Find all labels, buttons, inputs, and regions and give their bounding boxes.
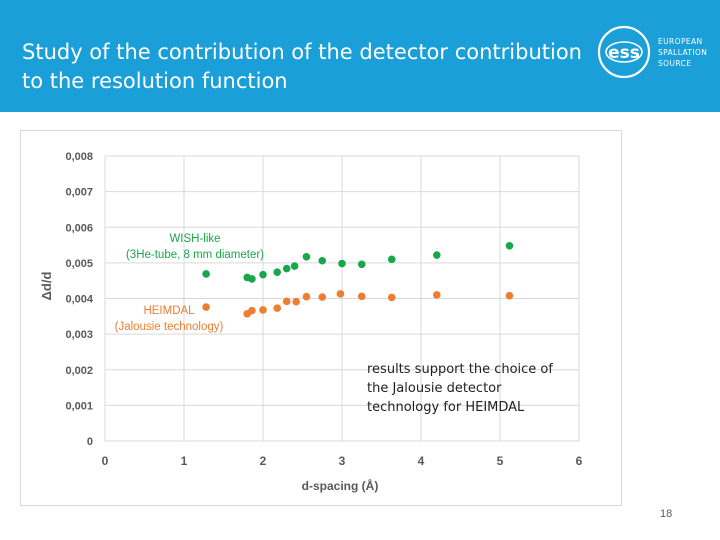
x-tick-label: 4 — [418, 454, 425, 468]
heimdal-annotation-line-1: HEIMDAL — [143, 305, 195, 317]
heimdal-data-point — [387, 293, 396, 302]
wish-data-point — [318, 256, 327, 265]
wish-data-point — [248, 275, 256, 283]
slide-header: Study of the contribution of the detecto… — [0, 0, 720, 112]
heimdal-annotation-line-2: (Jalousie technology) — [115, 321, 224, 333]
logo-line-1: EUROPEAN — [658, 37, 703, 46]
wish-data-point — [302, 253, 311, 261]
heimdal-data-point — [273, 304, 282, 312]
heimdal-data-point — [302, 292, 311, 301]
y-tick-label: 0,007 — [65, 187, 93, 199]
heimdal-data-point — [248, 306, 256, 315]
y-tick-label: 0,002 — [65, 365, 93, 377]
wish-data-point — [259, 270, 267, 279]
wish-data-point — [338, 259, 346, 268]
y-tick-label: 0,008 — [65, 151, 93, 163]
x-axis-label: d-spacing (Å) — [302, 478, 379, 493]
heimdal-data-point — [336, 290, 345, 298]
y-tick-label: 0,003 — [65, 329, 93, 341]
heimdal-data-point — [505, 291, 514, 300]
x-tick-label: 6 — [576, 454, 583, 468]
wish-data-point — [202, 270, 210, 278]
x-tick-label: 1 — [181, 454, 188, 468]
heimdal-data-point — [357, 292, 366, 301]
heimdal-data-point — [433, 291, 441, 299]
x-tick-label: 3 — [339, 454, 346, 468]
heimdal-data-point — [318, 293, 327, 301]
ess-logo: ess EUROPEAN SPALLATION SOURCE — [596, 24, 716, 80]
logo-line-2: SPALLATION — [658, 48, 708, 57]
tick-layer: 0 0,001 0,002 0,003 0,004 0,005 0,006 0,007 0,00… — [65, 151, 582, 468]
wish-data-point — [357, 260, 366, 269]
heimdal-data-point — [282, 297, 291, 306]
wish-data-point — [505, 241, 514, 250]
wish-annotation-line-2: (3He-tube, 8 mm diameter) — [126, 249, 264, 261]
page-number: 18 — [660, 508, 673, 520]
y-tick-label: 0,001 — [65, 400, 93, 412]
wish-data-point — [273, 268, 282, 276]
y-tick-label: 0,006 — [65, 222, 93, 234]
wish-annotation-line-1: WISH-like — [169, 233, 220, 245]
wish-data-point — [282, 264, 291, 273]
ess-logo-mark-icon: ess — [597, 25, 651, 79]
grid-layer — [104, 155, 580, 442]
slide-title: Study of the contribution of the detecto… — [22, 40, 582, 93]
conclusion-note: results support the choice of the Jalous… — [367, 362, 553, 415]
wish-data-point — [290, 262, 299, 270]
logo-abbr: ess — [608, 43, 640, 63]
y-tick-label: 0,005 — [65, 258, 93, 270]
chart-frame — [20, 130, 622, 506]
logo-wordmark: EUROPEAN SPALLATION SOURCE — [658, 36, 707, 69]
x-tick-label: 2 — [260, 454, 267, 468]
y-axis-label: Δd/d — [39, 272, 54, 301]
heimdal-data-point — [259, 306, 267, 314]
y-tick-label: 0 — [87, 436, 93, 448]
heimdal-data-point — [202, 303, 210, 311]
wish-data-point — [387, 255, 396, 264]
heimdal-data-point — [292, 297, 300, 306]
y-tick-label: 0,004 — [65, 294, 93, 306]
logo-line-3: SOURCE — [658, 59, 692, 68]
point-layer — [202, 241, 514, 318]
x-tick-label: 5 — [497, 454, 504, 468]
x-tick-label: 0 — [102, 454, 109, 468]
wish-data-point — [433, 251, 441, 259]
